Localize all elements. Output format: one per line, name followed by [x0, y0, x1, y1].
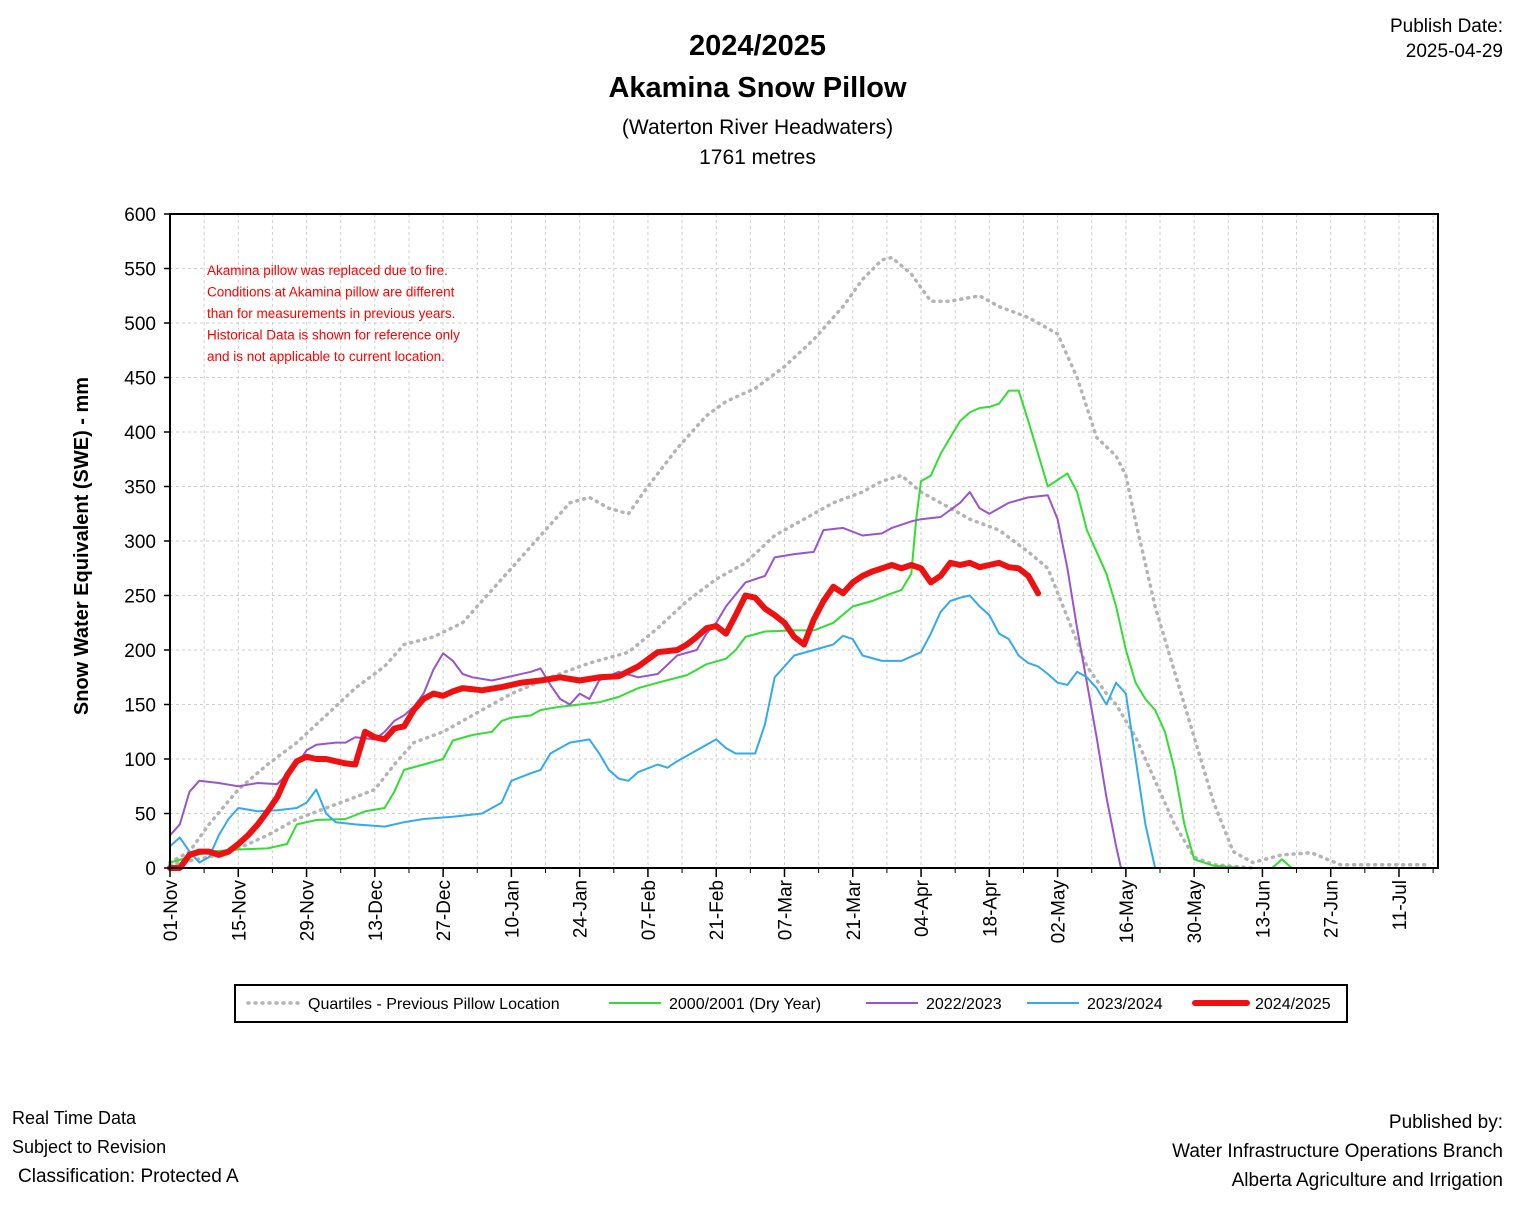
- y-tick-label: 200: [124, 641, 156, 662]
- chart-title-season: 2024/2025: [688, 30, 827, 62]
- fire-annotation: Akamina pillow was replaced due to fire.…: [207, 263, 460, 364]
- x-tick-label: 10-Jan: [502, 880, 523, 938]
- legend-box: [234, 984, 1348, 1023]
- series-line-y2024: [167, 559, 1042, 871]
- x-tick-label: 07-Feb: [639, 880, 660, 940]
- footer-publisher: Published by: Water Infrastructure Opera…: [1172, 1108, 1503, 1195]
- chart-subtitle: (Waterton River Headwaters): [621, 116, 894, 139]
- x-tick-label: 29-Nov: [298, 880, 319, 942]
- y-axis-ticks: 0 50 100 150 200 250 300 350 400 450 500 550 600: [124, 205, 170, 880]
- annotation-line: than for measurements in previous years.: [207, 306, 455, 321]
- series-line-q_median: [168, 473, 1255, 870]
- x-tick-label: 18-Apr: [980, 879, 1001, 937]
- x-tick-label: 13-Jun: [1253, 880, 1274, 938]
- footer-classification: Classification: Protected A: [18, 1166, 239, 1187]
- publish-info: Publish Date: 2025-04-29: [1390, 14, 1503, 64]
- x-tick-label: 15-Nov: [229, 880, 250, 942]
- x-tick-label: 24-Jan: [571, 880, 592, 938]
- y-tick-label: 600: [124, 205, 156, 226]
- y-tick-label: 100: [124, 750, 156, 771]
- publisher-ministry: Alberta Agriculture and Irrigation: [1231, 1170, 1503, 1191]
- footer-disclaimer: Real Time Data Subject to Revision Class…: [12, 1104, 239, 1191]
- x-tick-label: 16-May: [1117, 880, 1138, 944]
- annotation-line: Akamina pillow was replaced due to fire.: [207, 263, 448, 278]
- publish-date: 2025-04-29: [1405, 41, 1503, 62]
- y-tick-label: 300: [124, 532, 156, 553]
- publisher-branch: Water Infrastructure Operations Branch: [1172, 1141, 1503, 1162]
- y-tick-label: 400: [124, 423, 156, 444]
- station-elevation: 1761 metres: [699, 146, 816, 169]
- x-tick-label: 07-Mar: [775, 879, 796, 940]
- chart-legend: Quartiles - Previous Pillow Location 2000…: [234, 984, 1348, 1023]
- y-tick-label: 50: [135, 805, 156, 826]
- swe-chart: Akamina pillow was replaced due to fire.…: [71, 205, 1439, 1023]
- legend-label-q_upper: Quartiles - Previous Pillow Location: [308, 996, 560, 1013]
- y-tick-label: 450: [124, 369, 156, 390]
- chart-title-station: Akamina Snow Pillow: [608, 72, 907, 104]
- x-tick-label: 04-Apr: [912, 879, 933, 937]
- footer-realtime: Real Time Data: [12, 1108, 137, 1128]
- x-tick-label: 27-Jun: [1322, 880, 1343, 938]
- x-tick-label: 30-May: [1185, 880, 1206, 944]
- y-tick-label: 350: [124, 478, 156, 499]
- x-tick-label: 02-May: [1049, 880, 1070, 944]
- footer-revision: Subject to Revision: [12, 1137, 167, 1157]
- y-tick-label: 500: [124, 314, 156, 335]
- legend-label-y2024: 2024/2025: [1255, 996, 1331, 1013]
- x-tick-label: 01-Nov: [161, 880, 182, 942]
- legend-label-y2022: 2022/2023: [926, 996, 1002, 1013]
- series-line-dry: [169, 389, 1293, 869]
- publish-label: Publish Date:: [1389, 16, 1503, 37]
- y-axis-label: Snow Water Equivalent (SWE) - mm: [71, 377, 93, 715]
- y-tick-label: 250: [124, 587, 156, 608]
- x-tick-label: 13-Dec: [366, 880, 387, 941]
- annotation-line: Historical Data is shown for reference o…: [207, 328, 460, 343]
- publisher-label: Published by:: [1388, 1112, 1503, 1133]
- x-tick-label: 27-Dec: [434, 880, 455, 941]
- annotation-line: Conditions at Akamina pillow are differe…: [207, 285, 455, 300]
- y-tick-label: 0: [145, 859, 156, 880]
- x-axis-ticks: 01-Nov 15-Nov 29-Nov 13-Dec 27-Dec 10-Jan 24-J…: [161, 868, 1434, 944]
- x-tick-label: 11-Jul: [1390, 880, 1411, 930]
- series-line-q_upper: [168, 255, 1430, 867]
- legend-label-dry: 2000/2001 (Dry Year): [669, 996, 821, 1013]
- series-line-y2023: [169, 594, 1157, 869]
- legend-label-y2023: 2023/2024: [1087, 996, 1163, 1013]
- annotation-line: and is not applicable to current locatio…: [207, 349, 445, 364]
- x-tick-label: 21-Mar: [844, 879, 865, 940]
- y-tick-label: 550: [124, 260, 156, 281]
- x-tick-label: 21-Feb: [707, 880, 728, 940]
- chart-series: [167, 255, 1430, 871]
- y-tick-label: 150: [124, 696, 156, 717]
